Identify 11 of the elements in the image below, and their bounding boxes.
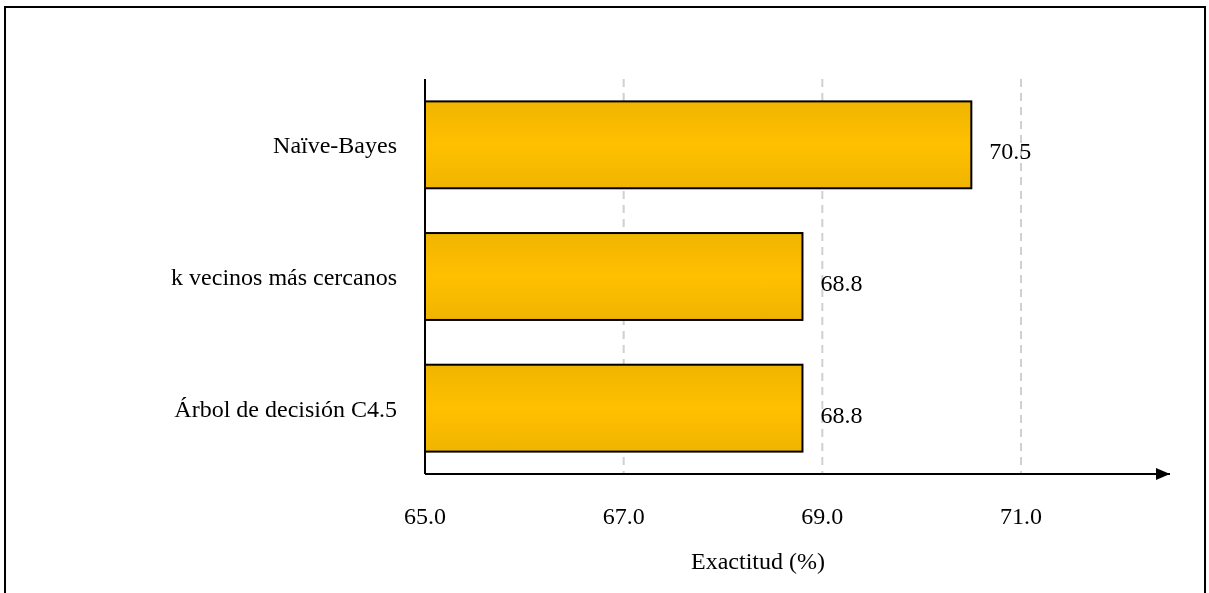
y-tick-label: Árbol de decisión C4.5 [174, 395, 397, 422]
x-tick-label: 69.0 [801, 503, 844, 529]
x-tick-label: 65.0 [404, 503, 446, 529]
data-label: 70.5 [989, 138, 1032, 165]
x-tick-label: 71.0 [1000, 503, 1042, 529]
data-label: 68.8 [820, 269, 863, 296]
x-axis-title: Exactitud (%) [691, 548, 825, 574]
x-tick-label: 67.0 [602, 503, 645, 529]
y-tick-label: k vecinos más cercanos [171, 263, 397, 290]
y-tick-label: Naïve-Bayes [273, 132, 397, 159]
data-label: 68.8 [820, 401, 863, 428]
